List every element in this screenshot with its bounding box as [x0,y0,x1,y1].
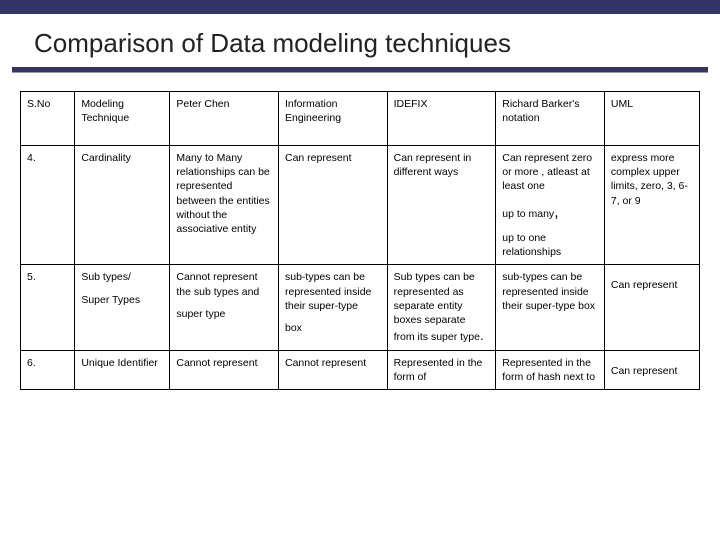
cell-ie: Can represent [278,146,387,265]
cell-chen: Cannot represent [170,350,279,389]
table-row: 5. Sub types/ Super Types Cannot represe… [21,265,700,350]
cell-text: up to one relationships [502,231,598,259]
cell-uml: express more complex upper limits, zero,… [604,146,699,265]
cell-text: Can represent zero or more , atleast at … [502,151,598,194]
cell-idefix: Sub types can be represented as separate… [387,265,496,350]
cell-text: Super Types [81,293,163,307]
table-row: 4. Cardinality Many to Many relationship… [21,146,700,265]
cell-uml: Can represent [604,350,699,389]
col-header: Peter Chen [170,92,279,146]
cell-uml: Can represent [604,265,699,350]
cell-ie: sub-types can be represented inside thei… [278,265,387,350]
page-title: Comparison of Data modeling techniques [0,14,720,67]
cell-sno: 6. [21,350,75,389]
cell-text: Cannot represent the sub types and [176,270,272,298]
cell-tech: Cardinality [75,146,170,265]
cell-tech: Sub types/ Super Types [75,265,170,350]
cell-idefix: Can represent in different ways [387,146,496,265]
comparison-table: S.No Modeling Technique Peter Chen Infor… [20,91,700,390]
table-header-row: S.No Modeling Technique Peter Chen Infor… [21,92,700,146]
cell-chen: Many to Many relationships can be repres… [170,146,279,265]
cell-barker: Can represent zero or more , atleast at … [496,146,605,265]
comparison-table-wrap: S.No Modeling Technique Peter Chen Infor… [0,73,720,390]
cell-text: sub-types can be represented inside thei… [285,270,381,313]
cell-chen: Cannot represent the sub types and super… [170,265,279,350]
cell-sno: 4. [21,146,75,265]
cell-idefix: Represented in the form of [387,350,496,389]
cell-text: up to many, [502,202,598,224]
col-header: Modeling Technique [75,92,170,146]
table-row: 6. Unique Identifier Cannot represent Ca… [21,350,700,389]
cell-text: Sub types/ [81,270,163,284]
cell-barker: Represented in the form of hash next to [496,350,605,389]
col-header: IDEFIX [387,92,496,146]
cell-text: box [285,321,381,335]
top-accent-bar [0,0,720,14]
cell-sno: 5. [21,265,75,350]
cell-text: Can represent [611,364,693,378]
cell-barker: sub-types can be represented inside thei… [496,265,605,350]
col-header: S.No [21,92,75,146]
col-header: Richard Barker's notation [496,92,605,146]
col-header: UML [604,92,699,146]
cell-tech: Unique Identifier [75,350,170,389]
cell-text: super type [176,307,272,321]
cell-text: Can represent [611,278,693,292]
col-header: Information Engineering [278,92,387,146]
cell-ie: Cannot represent [278,350,387,389]
